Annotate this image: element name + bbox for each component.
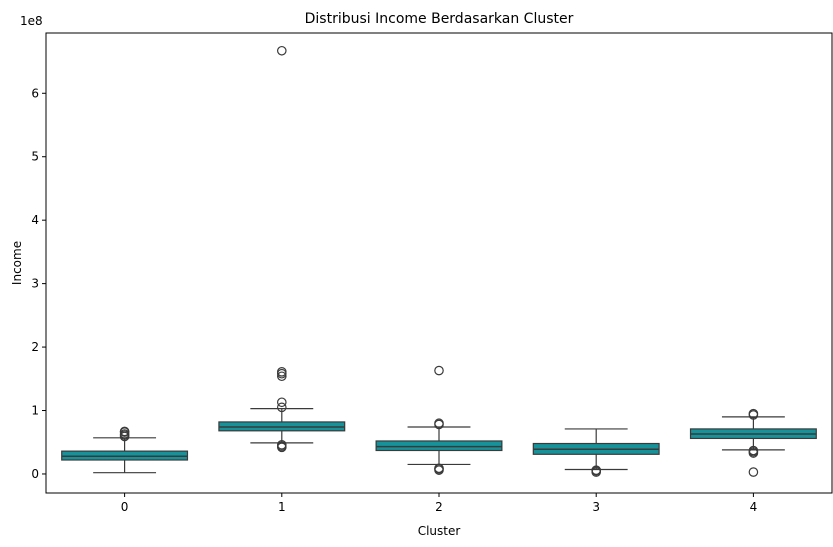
outlier-point <box>434 365 444 376</box>
y-tick-label: 6 <box>31 86 39 100</box>
x-tick-label: 0 <box>121 500 129 514</box>
x-tick-label: 3 <box>592 500 600 514</box>
outlier-point <box>276 402 287 413</box>
x-tick-label: 1 <box>278 500 286 514</box>
y-tick-label: 2 <box>31 340 39 354</box>
outlier-point <box>276 397 287 408</box>
y-tick-label: 1 <box>31 404 39 418</box>
outlier-point <box>434 463 444 474</box>
outlier-point <box>119 426 130 437</box>
outlier-point <box>434 418 444 429</box>
x-axis-label: Cluster <box>418 524 461 538</box>
outlier-point <box>748 467 759 477</box>
outlier-point <box>276 439 287 450</box>
x-tick-label: 4 <box>750 500 758 514</box>
y-multiplier-label: 1e8 <box>20 14 43 28</box>
y-tick-label: 0 <box>31 467 39 481</box>
y-axis-label: Income <box>10 241 24 285</box>
plot-frame <box>45 32 833 494</box>
box-cluster-2 <box>375 440 503 452</box>
outlier-point <box>748 445 759 456</box>
chart-title: Distribusi Income Berdasarkan Cluster <box>305 11 574 27</box>
y-tick-label: 3 <box>31 277 39 291</box>
outlier-point <box>748 408 759 419</box>
y-tick-label: 5 <box>31 150 39 164</box>
outlier-point <box>276 371 287 382</box>
outlier-point <box>276 45 287 56</box>
outlier-point <box>276 367 287 377</box>
plot-area: 0 1 2 3 4 5 6 0 1 2 3 4 <box>31 45 817 514</box>
x-tick-label: 2 <box>435 500 443 514</box>
outlier-point <box>591 465 601 475</box>
y-tick-label: 4 <box>31 213 39 227</box>
